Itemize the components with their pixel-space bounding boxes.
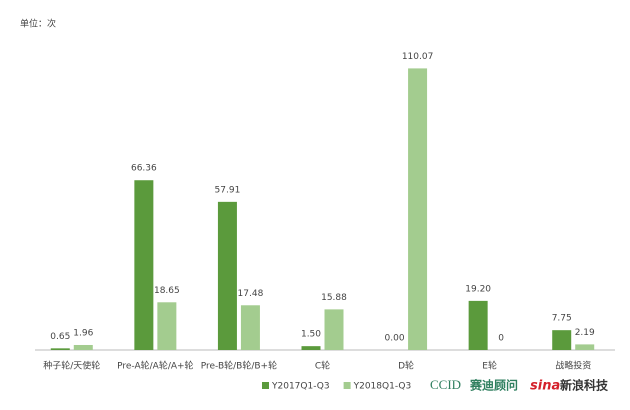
logo-sina: sina — [530, 379, 560, 394]
legend-label: Y2017Q1-Q3 — [271, 382, 330, 392]
x-tick-label: C轮 — [315, 360, 330, 372]
logo-area — [425, 375, 615, 397]
bar — [468, 300, 488, 350]
bar — [301, 346, 321, 350]
value-label: 0.00 — [385, 334, 405, 344]
unit-label: 单位：次 — [20, 18, 56, 30]
bar — [324, 309, 344, 350]
value-label: 0 — [498, 334, 504, 344]
value-label: 18.65 — [154, 286, 180, 296]
bar — [575, 344, 595, 350]
logo-ccid-cn: 赛迪顾问 — [469, 378, 518, 393]
x-tick-label: Pre-B轮/B轮/B+轮 — [201, 360, 277, 372]
value-label: 66.36 — [131, 164, 157, 174]
logo-ccid: CCID — [430, 377, 461, 392]
value-label: 110.07 — [402, 52, 434, 62]
legend-label: Y2018Q1-Q3 — [353, 382, 412, 392]
bar — [240, 305, 260, 350]
value-label: 0.65 — [50, 332, 70, 342]
x-tick-label: 种子轮/天使轮 — [43, 360, 100, 372]
bar — [73, 344, 93, 350]
legend-swatch — [343, 382, 351, 389]
bar — [134, 180, 154, 350]
logo-sina-cn: 新浪科技 — [560, 378, 609, 393]
value-label: 1.96 — [73, 328, 93, 338]
value-label: 19.20 — [465, 284, 491, 294]
value-label: 7.75 — [552, 314, 572, 324]
x-tick-label: Pre-A轮/A轮/A+轮 — [117, 360, 193, 372]
value-label: 2.19 — [575, 328, 595, 338]
bar — [157, 302, 177, 350]
bar — [408, 68, 428, 351]
x-tick-label: 战略投资 — [555, 360, 591, 372]
value-label: 57.91 — [215, 185, 241, 195]
legend-swatch — [262, 382, 269, 389]
bar — [217, 201, 237, 350]
value-label: 15.88 — [321, 293, 347, 303]
value-label: 17.48 — [238, 289, 264, 299]
value-label: 1.50 — [301, 330, 321, 340]
bar — [552, 330, 572, 350]
x-tick-label: D轮 — [398, 360, 414, 372]
bar — [50, 348, 70, 350]
x-tick-label: E轮 — [482, 360, 497, 372]
